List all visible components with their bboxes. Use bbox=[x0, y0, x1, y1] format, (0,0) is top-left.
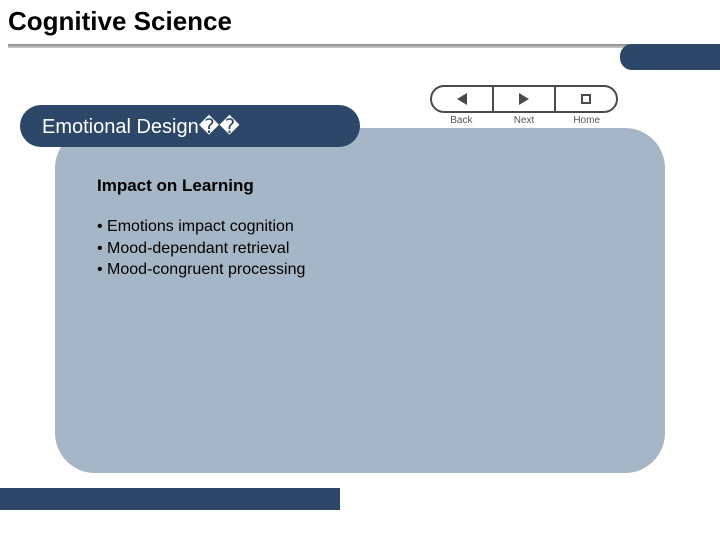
arrow-right-icon bbox=[519, 93, 529, 105]
back-button[interactable] bbox=[432, 87, 494, 111]
page-title: Cognitive Science bbox=[8, 6, 232, 37]
bullet-list: Emotions impact cognition Mood-dependant… bbox=[97, 216, 623, 281]
back-label: Back bbox=[430, 115, 493, 126]
header-tab-accent bbox=[620, 44, 720, 70]
subtitle-text: Emotional Design�� bbox=[42, 114, 240, 139]
arrow-left-icon bbox=[457, 93, 467, 105]
header: Cognitive Science bbox=[0, 0, 720, 58]
nav-labels: Back Next Home bbox=[430, 115, 618, 126]
next-button[interactable] bbox=[494, 87, 556, 111]
home-button[interactable] bbox=[556, 87, 616, 111]
list-item: Emotions impact cognition bbox=[97, 216, 623, 238]
list-item: Mood-congruent processing bbox=[97, 259, 623, 281]
content-panel: Impact on Learning Emotions impact cogni… bbox=[55, 128, 665, 473]
home-icon bbox=[581, 94, 591, 104]
list-item: Mood-dependant retrieval bbox=[97, 238, 623, 260]
header-divider bbox=[8, 44, 712, 48]
footer-accent-bar bbox=[0, 488, 340, 510]
section-heading: Impact on Learning bbox=[97, 176, 623, 196]
subtitle-pill: Emotional Design�� bbox=[20, 105, 360, 147]
next-label: Next bbox=[493, 115, 556, 126]
nav-pill bbox=[430, 85, 618, 113]
home-label: Home bbox=[555, 115, 618, 126]
